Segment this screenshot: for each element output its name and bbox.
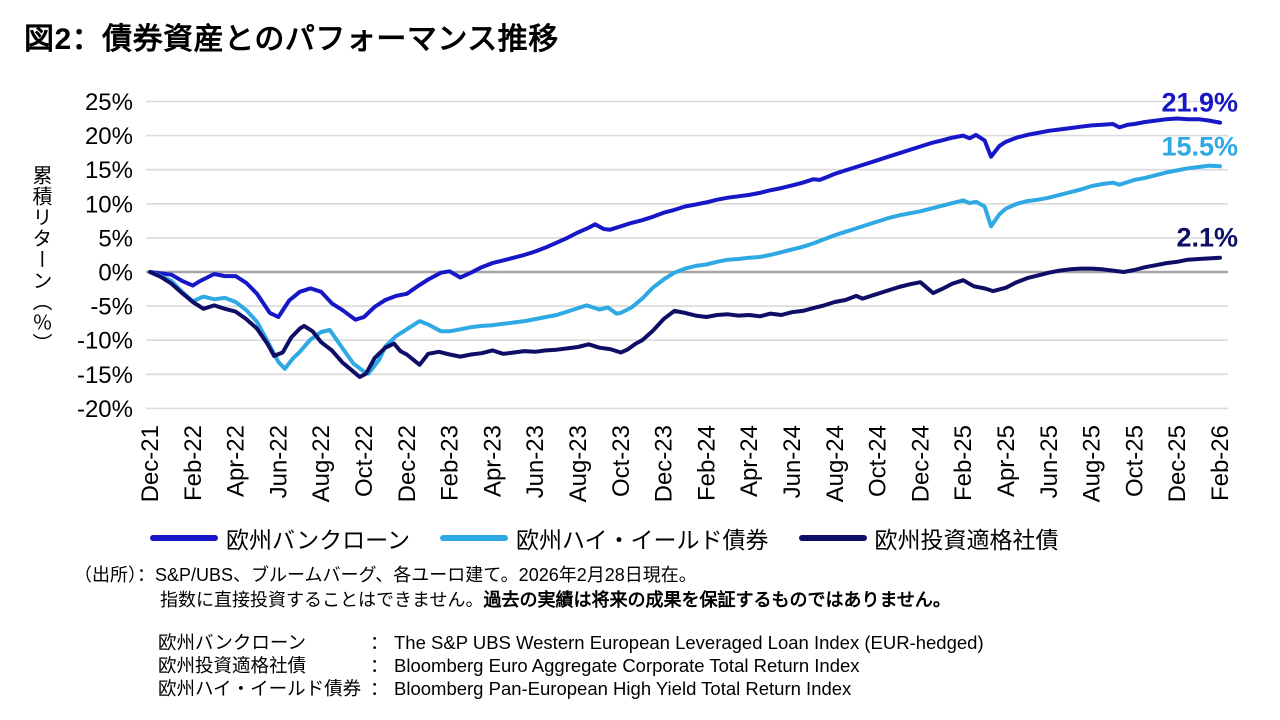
x-axis-tick-label: Dec-24: [907, 425, 934, 502]
x-axis-tick-label: Feb-25: [950, 425, 977, 501]
x-axis-tick-label: Aug-24: [822, 425, 849, 502]
colon-separator: ：: [370, 632, 389, 653]
x-axis-tick-label: Feb-26: [1207, 425, 1234, 501]
index-jp-name: 欧州ハイ・イールド債券: [158, 678, 362, 699]
source-note: （出所）：S&P/UBS、ブルームバーグ、各ユーロ建て。2026年2月28日現在…: [74, 563, 951, 613]
x-axis-tick-label: Oct-24: [865, 425, 892, 497]
y-axis-title: 累積リターン（％）: [29, 165, 51, 354]
x-axis-tick-label: Feb-23: [437, 425, 464, 501]
x-axis-tick-label: Dec-23: [651, 425, 678, 502]
x-axis-tick-label: Apr-25: [993, 425, 1020, 497]
legend-item-high-yield: 欧州ハイ・イールド債券: [440, 521, 769, 555]
series-line-0: [148, 116, 1222, 322]
legend-label: 欧州ハイ・イールド債券: [516, 527, 769, 553]
index-en-name: Bloomberg Euro Aggregate Corporate Total…: [394, 655, 860, 676]
legend-label: 欧州投資適格社債: [874, 527, 1059, 553]
x-axis-tick-label: Apr-24: [736, 425, 763, 497]
y-axis-tick-label: 15%: [85, 157, 133, 184]
x-axis-tick-label: Aug-23: [565, 425, 592, 502]
series-line-1: [148, 163, 1222, 376]
y-axis-tick-label: 0%: [98, 260, 133, 287]
y-axis-tick-label: 25%: [85, 89, 133, 116]
y-axis-tick-label: -20%: [77, 396, 133, 423]
x-axis-tick-label: Aug-25: [1079, 425, 1106, 502]
index-definition-row: 欧州投資適格社債 ： Bloomberg Euro Aggregate Corp…: [158, 654, 984, 677]
figure-title: 図2：債券資産とのパフォーマンス推移: [24, 23, 559, 56]
x-axis-tick-label: Oct-25: [1121, 425, 1148, 497]
series-end-value-label: 21.9%: [1161, 88, 1238, 118]
x-axis-tick-label: Apr-22: [223, 425, 250, 497]
index-definition-row: 欧州バンクローン ： The S&P UBS Western European …: [158, 631, 984, 654]
source-line-2: 指数に直接投資することはできません。過去の実績は将来の成果を保証するものではあり…: [74, 588, 951, 613]
x-axis-tick-label: Jun-24: [779, 425, 806, 498]
x-axis-tick-label: Apr-23: [479, 425, 506, 497]
y-axis-tick-label: -5%: [90, 294, 133, 321]
x-axis-tick-label: Feb-24: [693, 425, 720, 501]
index-en-name: The S&P UBS Western European Leveraged L…: [394, 632, 984, 653]
y-axis-tick-label: -15%: [77, 362, 133, 389]
performance-line-chart: 25% 20% 15% 10% 5% 0% -5% -10% -15% -20%Dec-21 Feb…: [77, 88, 1238, 503]
y-axis-tick-label: -10%: [77, 328, 133, 355]
legend-label: 欧州バンクローン: [226, 527, 410, 553]
x-axis-tick-label: Oct-23: [608, 425, 635, 497]
index-definitions: 欧州バンクローン ： The S&P UBS Western European …: [158, 631, 984, 700]
colon-separator: ：: [370, 678, 389, 699]
x-axis-tick-label: Aug-22: [308, 425, 335, 502]
line-swatch-investment-grade: [798, 535, 867, 541]
y-axis-tick-label: 5%: [98, 225, 133, 252]
disclaimer-text: 指数に直接投資することはできません。: [160, 590, 484, 610]
x-axis-tick-label: Dec-25: [1164, 425, 1191, 502]
y-axis-tick-label: 20%: [85, 123, 133, 150]
disclaimer-bold-text: 過去の実績は将来の成果を保証するものではありません。: [483, 590, 951, 610]
x-axis-tick-label: Feb-22: [180, 425, 207, 501]
index-jp-name: 欧州バンクローン: [158, 632, 307, 653]
legend-item-investment-grade: 欧州投資適格社債: [798, 521, 1059, 555]
series-end-value-label: 2.1%: [1176, 223, 1238, 253]
legend-item-bank-loan: 欧州バンクローン: [150, 521, 410, 555]
series-line-2: [148, 255, 1222, 379]
x-axis-tick-label: Dec-22: [394, 425, 421, 502]
x-axis-tick-label: Jun-25: [1036, 425, 1063, 498]
x-axis-tick-label: Jun-22: [265, 425, 292, 498]
line-swatch-bank-loan: [150, 535, 218, 541]
x-axis-tick-label: Jun-23: [522, 425, 549, 498]
index-en-name: Bloomberg Pan-European High Yield Total …: [394, 678, 852, 699]
x-axis-tick-label: Oct-22: [351, 425, 378, 497]
source-line-1: （出所）：S&P/UBS、ブルームバーグ、各ユーロ建て。2026年2月28日現在…: [74, 565, 697, 585]
colon-separator: ：: [370, 655, 389, 676]
line-swatch-high-yield: [440, 535, 508, 541]
chart-legend: 欧州バンクローン 欧州ハイ・イールド債券 欧州投資適格社債: [150, 521, 1059, 555]
series-end-value-label: 15.5%: [1161, 131, 1238, 161]
index-jp-name: 欧州投資適格社債: [158, 655, 307, 676]
x-axis-tick-label: Dec-21: [137, 425, 164, 502]
y-axis-tick-label: 10%: [85, 191, 133, 218]
index-definition-row: 欧州ハイ・イールド債券 ： Bloomberg Pan-European Hig…: [158, 677, 984, 700]
